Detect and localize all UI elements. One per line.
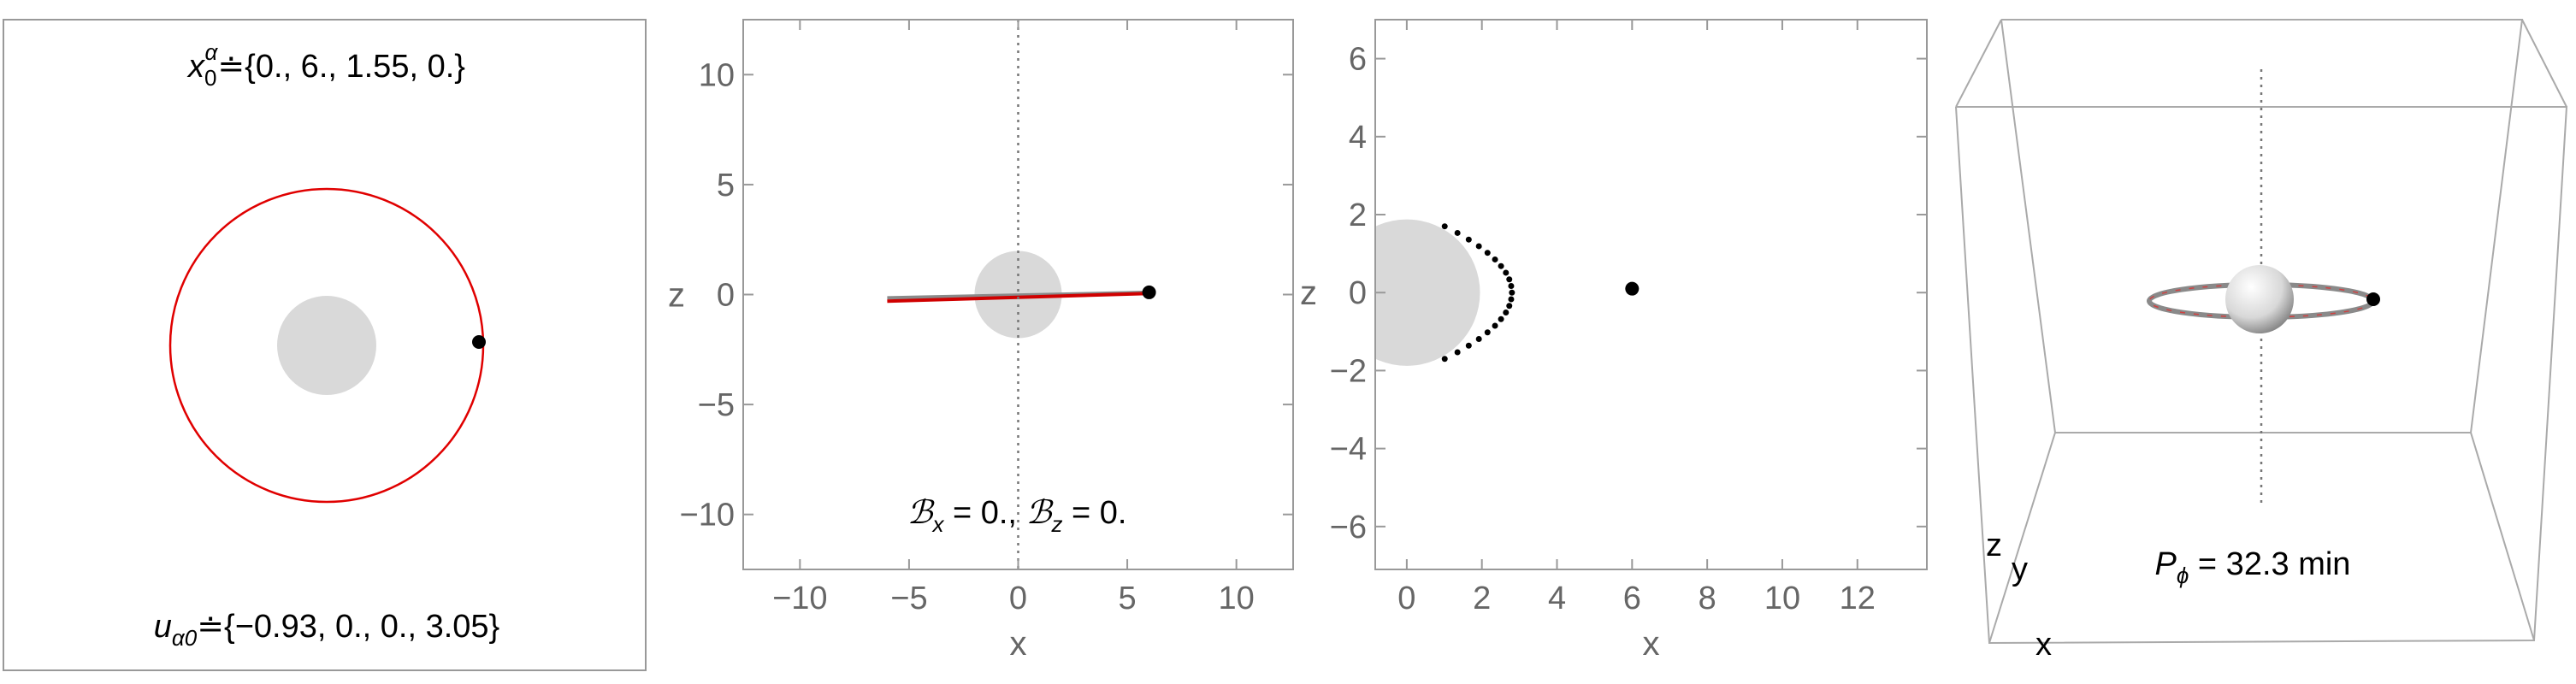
boundary-dot: [1475, 335, 1482, 342]
y-tick-label: 4: [1349, 120, 1367, 156]
y-tick-label: 6: [1349, 42, 1367, 78]
x-tick-label: 5: [1119, 581, 1137, 616]
central-body: [277, 296, 376, 395]
y-tick-label: 10: [699, 57, 735, 93]
y-tick-label: 0: [717, 278, 735, 314]
subscript: 0: [204, 65, 216, 91]
boundary-dot: [1506, 303, 1513, 310]
y-tick-label: −6: [1330, 510, 1367, 545]
value: ≐{0., 6., 1.55, 0.}: [217, 49, 465, 85]
boundary-dot: [1492, 322, 1498, 329]
box-edge: [1988, 432, 2056, 644]
subscript: z: [1050, 511, 1062, 537]
text: = 0.: [1062, 495, 1126, 531]
x-axis-label: x: [1643, 625, 1660, 663]
annotation: ℬx = 0., ℬz = 0.: [907, 495, 1127, 537]
symbol: P: [2155, 546, 2177, 582]
y-tick-label: −10: [680, 498, 735, 534]
y-tick-label: 0: [1349, 275, 1367, 311]
symbol: u: [154, 609, 172, 645]
plot-area: [887, 251, 1156, 339]
boundary-dot: [1506, 276, 1513, 283]
box-edge: [1955, 19, 2002, 108]
x-tick-label: 10: [1764, 581, 1800, 616]
particle: [1625, 281, 1640, 296]
boundary-dot: [1508, 282, 1515, 289]
boundary-dot: [1498, 315, 1504, 322]
y-tick-label: −5: [698, 387, 735, 423]
x-tick-label: 0: [1397, 581, 1415, 616]
boundary-dot: [1454, 229, 1461, 236]
boundary-dot: [1441, 356, 1448, 363]
subscript: ϕ: [2177, 563, 2189, 588]
x-tick-label: 2: [1473, 581, 1491, 616]
x-axis-label: x: [1010, 625, 1027, 663]
symbol: x: [186, 49, 206, 85]
frame: [1374, 19, 1928, 570]
boundary-dot: [1454, 349, 1461, 356]
y-tick-label: −4: [1330, 432, 1367, 468]
boundary-dot: [1484, 329, 1491, 336]
z-axis-label: z: [1986, 528, 2002, 563]
particle: [472, 335, 486, 349]
x-axis-label: x: [2035, 627, 2052, 663]
value: ≐{−0.93, 0., 0., 3.05}: [197, 609, 499, 645]
y-axis-label: z: [1300, 274, 1317, 312]
text: = 0.,: [943, 495, 1025, 531]
particle: [1142, 285, 1156, 299]
central-body: [2225, 265, 2294, 333]
x-tick-label: 4: [1548, 581, 1566, 616]
boundary-dot: [1484, 250, 1491, 256]
boundary-dot: [1498, 262, 1504, 269]
y-axis-label: y: [2012, 551, 2028, 587]
text: = 32.3 min: [2189, 546, 2350, 582]
x-tick-label: −5: [890, 581, 927, 616]
period: Pϕ = 32.3 min: [2155, 546, 2351, 588]
subscript: α0: [172, 625, 198, 651]
x-tick-label: 8: [1699, 581, 1716, 616]
x-tick-label: −10: [772, 581, 827, 616]
panel-frame: [3, 19, 647, 671]
boundary-dot: [1509, 289, 1515, 296]
initial-position: x0α≐{0., 6., 1.55, 0.}: [186, 39, 465, 91]
superscript: α: [205, 39, 219, 65]
y-tick-label: −2: [1330, 353, 1367, 389]
box-edge: [2521, 19, 2567, 108]
x-tick-label: 10: [1219, 581, 1255, 616]
boundary-dot: [1492, 256, 1498, 262]
boundary-dot: [1503, 309, 1510, 315]
y-tick-label: 5: [717, 168, 735, 203]
x-tick-label: 0: [1009, 581, 1027, 616]
particle: [2366, 292, 2380, 306]
initial-velocity: uα0≐{−0.93, 0., 0., 3.05}: [154, 609, 500, 651]
box-edge: [2470, 432, 2535, 641]
boundary-dot: [1503, 269, 1510, 276]
plot-area: [1375, 219, 1640, 366]
y-axis-label: z: [668, 277, 685, 315]
symbol: ℬ: [1026, 495, 1055, 531]
x-tick-label: 12: [1840, 581, 1876, 616]
box-3d: [1955, 19, 2568, 645]
y-tick-label: 2: [1349, 198, 1367, 233]
x-tick-label: 6: [1623, 581, 1641, 616]
central-body: [1375, 219, 1480, 366]
boundary-dot: [1465, 342, 1472, 349]
boundary-dot: [1508, 296, 1515, 303]
symbol: ℬ: [907, 495, 936, 531]
boundary-dot: [1475, 243, 1482, 250]
boundary-dot: [1465, 236, 1472, 243]
boundary-dot: [1441, 223, 1448, 230]
subscript: x: [931, 511, 944, 537]
